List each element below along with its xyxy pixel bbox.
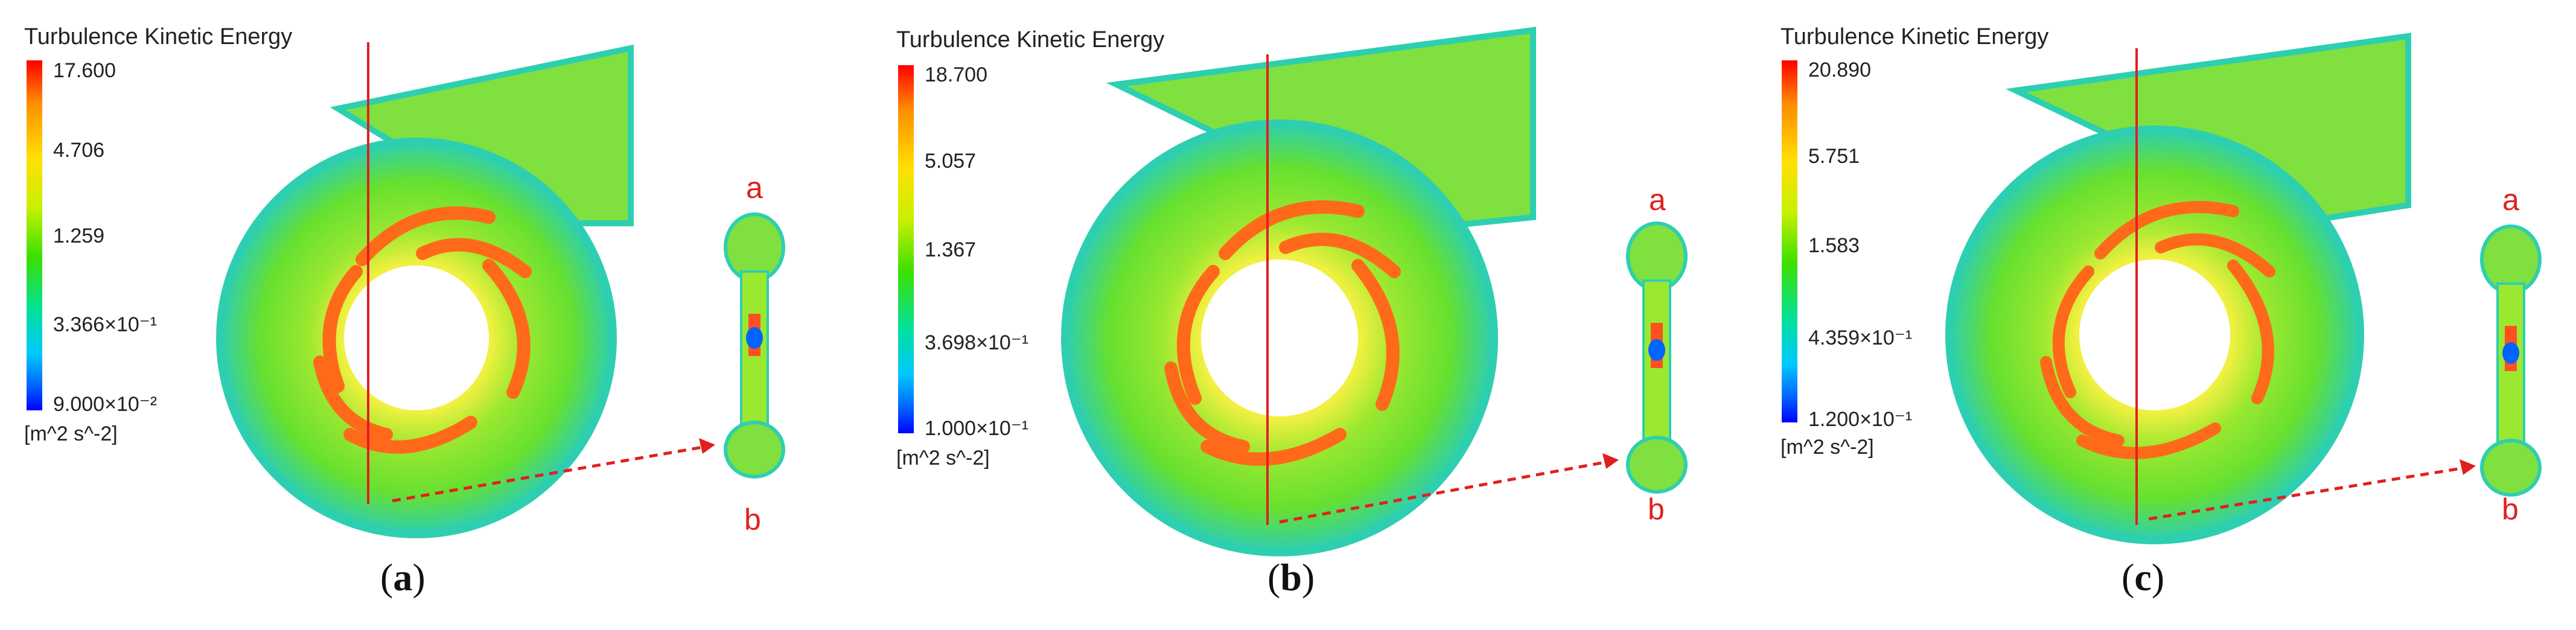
- legend-title: Turbulence Kinetic Energy: [1781, 24, 2049, 49]
- volute-contour-plot: [216, 42, 785, 538]
- meridional-section: [724, 212, 785, 479]
- caption-letter: c: [2134, 556, 2152, 599]
- label-a: a: [746, 171, 763, 205]
- impeller-eye: [2079, 259, 2230, 410]
- tick-label: 5.751: [1808, 145, 1860, 168]
- tick-label: 18.700: [925, 63, 987, 86]
- tick-label: 1.259: [53, 224, 105, 247]
- caption: (c): [2122, 556, 2165, 599]
- section-arrow: [1279, 460, 1609, 524]
- unit-label: [m^2 s^-2]: [896, 447, 990, 469]
- arrowhead: [1602, 453, 1619, 469]
- label-a: a: [1649, 183, 1666, 217]
- panel-a: Turbulence Kinetic Energy 17.600 4.706 1…: [0, 0, 857, 630]
- label-b: b: [744, 503, 761, 536]
- unit-label: [m^2 s^-2]: [24, 422, 118, 445]
- impeller-blades: [313, 206, 532, 454]
- arrowhead: [2460, 459, 2476, 475]
- tick-label: 1.200×10⁻¹: [1808, 408, 1913, 431]
- panel-c: Turbulence Kinetic Energy 20.890 5.751 1…: [1714, 0, 2571, 630]
- meridional-section: [1626, 221, 1688, 494]
- impeller-blades: [2040, 201, 2275, 459]
- colorbar: [27, 60, 42, 410]
- section-arrow: [2148, 466, 2466, 521]
- unit-label: [m^2 s^-2]: [1781, 436, 1874, 459]
- colorbar: [1782, 60, 1797, 422]
- arrowhead: [699, 438, 715, 454]
- label-b: b: [1648, 492, 1665, 526]
- label-a: a: [2502, 183, 2519, 217]
- section-arrow: [392, 445, 707, 503]
- caption-letter: a: [393, 556, 413, 599]
- legend-title: Turbulence Kinetic Energy: [896, 27, 1165, 52]
- tick-label: 20.890: [1808, 59, 1871, 81]
- tick-label: 1.367: [925, 238, 977, 261]
- tick-label: 5.057: [925, 150, 977, 173]
- caption: (a): [380, 556, 426, 599]
- tick-label: 17.600: [53, 59, 116, 82]
- volute-contour-plot: [1061, 27, 1688, 556]
- impeller-eye: [1201, 259, 1358, 416]
- colorbar: [898, 65, 914, 433]
- tick-label: 3.366×10⁻¹: [53, 313, 158, 336]
- panel-b: Turbulence Kinetic Energy 18.700 5.057 1…: [857, 0, 1714, 630]
- meridional-section: [2480, 224, 2542, 497]
- caption-letter: b: [1280, 556, 1302, 599]
- tick-label: 1.583: [1808, 234, 1860, 257]
- impeller-eye: [344, 266, 489, 410]
- tick-label: 4.359×10⁻¹: [1808, 326, 1913, 349]
- caption: (b): [1267, 556, 1315, 599]
- tick-label: 4.706: [53, 139, 105, 162]
- impeller-blades: [1164, 200, 1401, 466]
- tick-label: 3.698×10⁻¹: [925, 331, 1029, 354]
- legend-title: Turbulence Kinetic Energy: [24, 24, 293, 49]
- volute-contour-plot: [1945, 33, 2542, 544]
- tick-label: 1.000×10⁻¹: [925, 417, 1029, 440]
- label-b: b: [2502, 492, 2519, 526]
- tick-label: 9.000×10⁻²: [53, 393, 158, 416]
